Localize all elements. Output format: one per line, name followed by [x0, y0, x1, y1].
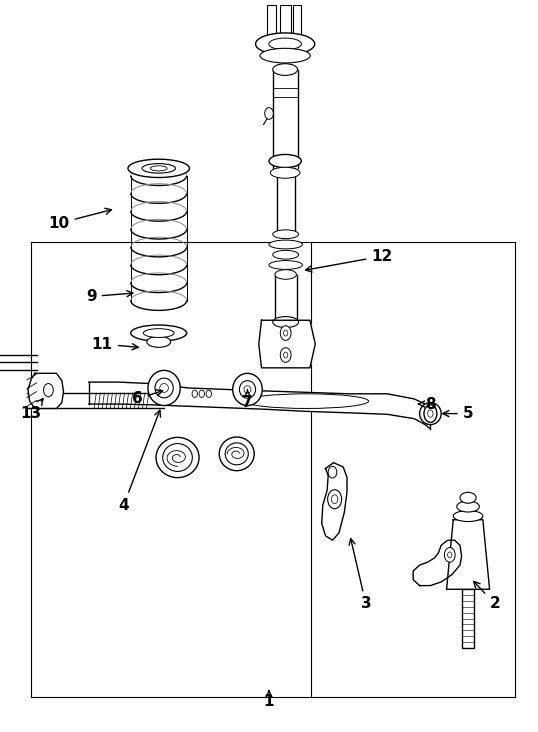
Bar [293, 5, 301, 40]
Circle shape [331, 495, 338, 504]
Circle shape [206, 390, 211, 397]
Ellipse shape [457, 501, 479, 512]
Ellipse shape [275, 269, 296, 279]
Circle shape [444, 548, 455, 562]
Ellipse shape [269, 38, 301, 50]
Text: 6: 6 [132, 389, 162, 406]
Ellipse shape [256, 33, 315, 55]
Circle shape [192, 390, 197, 397]
Ellipse shape [273, 316, 299, 328]
Polygon shape [277, 168, 295, 234]
Circle shape [428, 410, 433, 417]
Text: 8: 8 [419, 397, 436, 411]
Text: 5: 5 [443, 406, 473, 421]
Text: 3: 3 [349, 539, 371, 611]
Ellipse shape [244, 386, 251, 393]
Text: 7: 7 [242, 389, 253, 410]
Polygon shape [413, 540, 462, 586]
Ellipse shape [131, 325, 187, 341]
Bar [267, 5, 276, 40]
Ellipse shape [260, 48, 310, 63]
Polygon shape [89, 382, 430, 429]
Ellipse shape [147, 337, 171, 348]
Text: 1: 1 [264, 691, 274, 709]
Circle shape [265, 108, 273, 119]
Text: 4: 4 [118, 411, 160, 512]
Polygon shape [273, 70, 298, 168]
Ellipse shape [233, 373, 263, 406]
Ellipse shape [460, 492, 476, 504]
Polygon shape [28, 373, 63, 408]
Ellipse shape [270, 167, 300, 178]
Circle shape [448, 552, 452, 558]
Ellipse shape [143, 329, 174, 337]
Bar [280, 5, 291, 40]
Ellipse shape [273, 250, 299, 259]
Polygon shape [322, 463, 347, 540]
Text: 10: 10 [48, 209, 111, 231]
Ellipse shape [225, 443, 248, 465]
Polygon shape [259, 321, 315, 367]
Circle shape [280, 348, 291, 362]
Ellipse shape [150, 166, 167, 171]
Circle shape [328, 490, 342, 509]
Ellipse shape [160, 384, 168, 392]
Ellipse shape [245, 394, 369, 408]
Circle shape [284, 330, 288, 336]
Ellipse shape [273, 64, 298, 75]
Circle shape [280, 326, 291, 340]
Ellipse shape [220, 437, 254, 471]
Ellipse shape [420, 403, 441, 425]
Circle shape [284, 352, 288, 358]
Ellipse shape [163, 444, 193, 471]
Ellipse shape [269, 240, 302, 249]
Ellipse shape [269, 261, 302, 269]
Ellipse shape [239, 381, 256, 398]
Text: 2: 2 [474, 581, 500, 611]
Ellipse shape [156, 438, 199, 477]
Ellipse shape [148, 370, 180, 406]
Text: 9: 9 [86, 289, 133, 304]
Circle shape [424, 405, 437, 422]
Polygon shape [275, 274, 297, 322]
Ellipse shape [453, 511, 483, 521]
Polygon shape [27, 393, 164, 408]
Ellipse shape [273, 230, 299, 239]
Ellipse shape [142, 163, 175, 173]
Text: 12: 12 [306, 249, 393, 272]
Text: 11: 11 [91, 337, 138, 351]
Circle shape [44, 384, 53, 397]
Ellipse shape [269, 154, 301, 168]
Bar [462, 589, 474, 648]
Circle shape [199, 390, 204, 397]
Circle shape [328, 466, 337, 478]
Polygon shape [447, 520, 490, 589]
Text: 13: 13 [20, 399, 43, 421]
Ellipse shape [128, 160, 189, 177]
Ellipse shape [155, 378, 173, 398]
